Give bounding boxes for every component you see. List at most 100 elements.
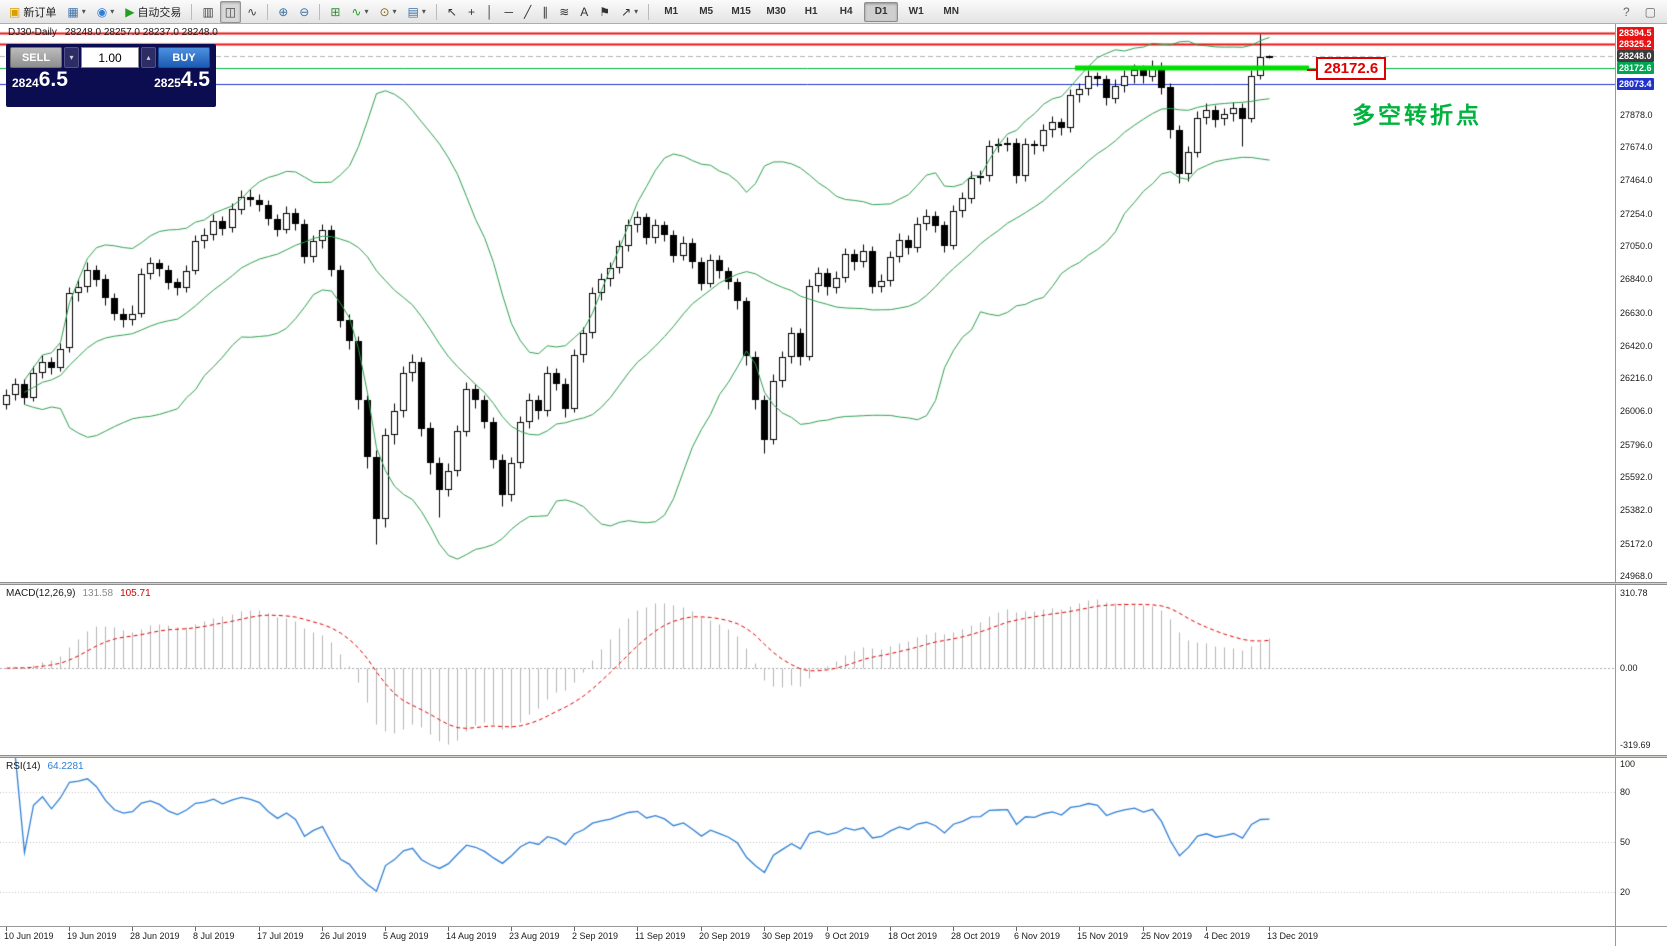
timeframe-m1[interactable]: M1 — [664, 6, 679, 17]
new-order-button[interactable]: ▣ 新订单 — [4, 1, 61, 23]
date-axis-label: 17 Jul 2019 — [257, 931, 304, 941]
timeframe-mn[interactable]: MN — [943, 6, 959, 17]
periods-button[interactable]: ⊙ ▾ — [374, 1, 401, 23]
macd-axis[interactable]: 310.78 0.00 -319.69 — [1615, 585, 1667, 755]
sell-price: 2824 6.5 — [12, 68, 68, 91]
candlestick-chart-button[interactable]: ◫ — [219, 0, 242, 23]
rsi-axis-label: 80 — [1620, 786, 1631, 797]
fibonacci-button[interactable]: ≋ — [554, 1, 574, 23]
price-axis-label: 27464.0 — [1620, 175, 1653, 186]
chevron-down-icon: ▾ — [110, 7, 115, 16]
cursor-icon: ↖ — [446, 4, 457, 19]
macd-axis-label: 310.78 — [1620, 588, 1648, 599]
date-axis-label: 18 Oct 2019 — [888, 931, 938, 941]
sell-button[interactable]: SELL — [10, 47, 62, 68]
zoom-out-button[interactable]: ⊖ — [294, 1, 314, 23]
vertical-line-icon: │ — [485, 4, 494, 19]
date-tick — [637, 927, 638, 931]
label-button[interactable]: ⚑ — [594, 1, 615, 23]
templates-icon: ▤ — [407, 4, 419, 19]
zoom-in-icon: ⊕ — [278, 4, 289, 19]
date-axis[interactable]: 10 Jun 2019 19 Jun 2019 28 Jun 2019 8 Jul 2… — [0, 926, 1667, 946]
date-axis-label: 11 Sep 2019 — [635, 931, 686, 941]
price-tag: 28394.5 — [1617, 26, 1654, 39]
sell-dropdown-button[interactable]: ▾ — [64, 47, 79, 68]
trendline-button[interactable]: ╱ — [519, 1, 536, 23]
toolbar-main-group: ▣ 新订单 ▦ ▾ ◉ ▾ ▶ 自动交易 ▥ ◫ ∿ ⊕ ⊖ ⊞ ∿ ▾ ⊙ ▾ ▤ ▾ ↖ + │ ─ ╱ ∥ ≋ A ⚑ ↗ ▾ M1 M5… — [4, 0, 968, 23]
date-tick — [69, 927, 70, 931]
trade-panel-controls: SELL ▾ ▴ BUY — [10, 47, 212, 68]
tile-windows-button[interactable]: ⊞ — [325, 1, 345, 23]
text-button[interactable]: A — [575, 1, 593, 23]
trade-panel-prices: 2824 6.5 2825 4.5 — [10, 68, 212, 91]
rsi-panel: RSI(14) 64.2281 100 80 50 20 — [0, 758, 1667, 926]
chart-window-icon: ▦ — [67, 4, 79, 19]
indicators-button[interactable]: ∿ ▾ — [346, 1, 373, 23]
profiles-icon: ◉ — [96, 4, 108, 19]
price-axis-label: 27050.0 — [1620, 240, 1653, 251]
buy-button[interactable]: BUY — [158, 47, 210, 68]
macd-indicator-name: MACD(12,26,9) — [6, 588, 76, 599]
trendline-icon: ╱ — [523, 4, 532, 19]
window-button[interactable]: ▢ — [1640, 1, 1661, 23]
tile-windows-icon: ⊞ — [330, 4, 341, 19]
help-button[interactable]: ? — [1618, 1, 1635, 23]
price-chart-canvas[interactable] — [0, 24, 1615, 582]
timeframe-w1[interactable]: W1 — [908, 6, 924, 17]
chart-ohlc: 28248.0 28257.0 28237.0 28248.0 — [64, 27, 218, 38]
annotation-text[interactable]: 多空转折点 — [1352, 102, 1482, 128]
date-axis-label: 28 Oct 2019 — [951, 931, 1001, 941]
chart-title: DJ30-Daily 28248.0 28257.0 28237.0 28248.… — [8, 27, 218, 38]
date-axis-label: 25 Nov 2019 — [1141, 931, 1193, 941]
panel-separator[interactable] — [0, 755, 1667, 758]
volume-stepper-button[interactable]: ▴ — [141, 47, 156, 68]
timeframe-m15[interactable]: M15 — [731, 6, 751, 17]
auto-trading-button[interactable]: ▶ 自动交易 — [120, 1, 186, 23]
date-tick — [132, 927, 133, 931]
panel-separator[interactable] — [0, 582, 1667, 585]
price-chart-panel: DJ30-Daily 28248.0 28257.0 28237.0 28248.… — [0, 24, 1667, 582]
price-callout-label[interactable]: 28172.6 — [1306, 57, 1387, 80]
timeframe-h1[interactable]: H1 — [804, 6, 818, 17]
charts-window-button[interactable]: ▦ ▾ — [62, 1, 90, 23]
date-axis-label: 19 Jun 2019 — [67, 931, 117, 941]
macd-signal-value: 105.71 — [120, 588, 151, 599]
timeframe-h4[interactable]: H4 — [839, 6, 853, 17]
horizontal-line-button[interactable]: ─ — [499, 1, 518, 23]
date-tick — [259, 927, 260, 931]
profiles-button[interactable]: ◉ ▾ — [92, 1, 120, 23]
bar-chart-button[interactable]: ▥ — [197, 1, 218, 23]
line-chart-button[interactable]: ∿ — [242, 1, 262, 23]
rsi-axis[interactable]: 100 80 50 20 — [1615, 758, 1667, 926]
price-tag: 28073.4 — [1617, 77, 1654, 90]
chevron-down-icon: ▾ — [364, 7, 369, 16]
date-tick — [1143, 927, 1144, 931]
arrows-button[interactable]: ↗ ▾ — [616, 1, 643, 23]
timeframe-m5[interactable]: M5 — [699, 6, 714, 17]
date-tick — [953, 927, 954, 931]
autotrading-icon: ▶ — [125, 4, 135, 19]
timeframe-d1[interactable]: D1 — [864, 1, 899, 22]
vertical-line-button[interactable]: │ — [481, 1, 499, 23]
volume-input[interactable] — [81, 47, 139, 68]
price-tag: 28325.2 — [1617, 37, 1654, 50]
auto-trading-button-label: 自动交易 — [137, 6, 182, 19]
window-icon: ▢ — [1644, 4, 1656, 19]
horizontal-line-icon: ─ — [504, 4, 513, 19]
zoom-in-button[interactable]: ⊕ — [273, 1, 293, 23]
channel-button[interactable]: ∥ — [537, 1, 553, 23]
crosshair-button[interactable]: + — [463, 1, 480, 23]
timeframe-m30[interactable]: M30 — [766, 6, 786, 17]
price-axis-label: 25592.0 — [1620, 472, 1653, 483]
macd-panel: MACD(12,26,9) 131.58 105.71 310.78 0.00 -319… — [0, 585, 1667, 755]
new-order-button-label: 新订单 — [23, 6, 57, 19]
templates-button[interactable]: ▤ ▾ — [403, 1, 431, 23]
price-axis-label: 27254.0 — [1620, 208, 1653, 219]
cursor-button[interactable]: ↖ — [442, 1, 462, 23]
rsi-canvas[interactable] — [0, 758, 1615, 926]
line-chart-icon: ∿ — [247, 4, 258, 19]
macd-canvas[interactable] — [0, 585, 1615, 755]
price-axis[interactable]: 27878.0 27674.0 27464.0 27254.0 27050.0 26840… — [1615, 24, 1667, 582]
date-axis-label: 26 Jul 2019 — [320, 931, 367, 941]
rsi-axis-label: 50 — [1620, 837, 1631, 847]
